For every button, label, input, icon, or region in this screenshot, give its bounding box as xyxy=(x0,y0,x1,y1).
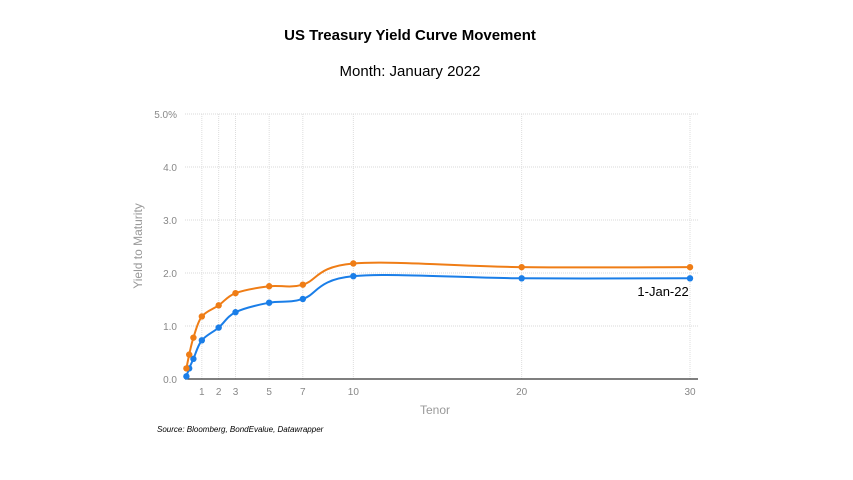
x-tick-label: 3 xyxy=(233,387,239,398)
data-point xyxy=(350,272,357,280)
x-tick-label: 5 xyxy=(266,387,272,398)
y-axis-label: Yield to Maturity xyxy=(131,203,145,289)
y-tick-label: 3.0 xyxy=(163,216,177,227)
x-tick-label: 2 xyxy=(216,387,222,398)
x-axis-label: Tenor xyxy=(420,403,450,417)
data-point xyxy=(265,299,273,306)
x-tick-label: 10 xyxy=(348,387,360,398)
data-point xyxy=(215,324,222,331)
y-tick-label: 0.0 xyxy=(163,375,177,386)
y-tick-labels: 0.0 1.0 2.0 3.0 4.0 5.0% xyxy=(154,110,177,386)
x-tick-label: 1 xyxy=(199,387,205,398)
data-point xyxy=(299,281,307,288)
x-tick-labels: 1 2 3 5 7 10 20 30 xyxy=(199,387,696,398)
chart-title: US Treasury Yield Curve Movement xyxy=(284,27,536,44)
series-annotation-label: 1-Jan-22 xyxy=(637,284,688,299)
data-point xyxy=(518,275,525,282)
data-point xyxy=(686,263,694,271)
x-tick-label: 30 xyxy=(684,387,696,398)
data-point xyxy=(190,334,197,341)
grid-layer xyxy=(185,113,698,380)
annotation-layer: 1-Jan-22 xyxy=(637,284,688,299)
data-point xyxy=(350,260,357,267)
y-tick-label: 4.0 xyxy=(163,163,177,174)
x-tick-label: 7 xyxy=(300,387,306,398)
x-tick-label: 20 xyxy=(516,387,528,398)
data-point xyxy=(232,309,239,316)
data-point xyxy=(232,289,239,297)
data-point xyxy=(265,283,273,290)
source-note: Source: Bloomberg, BondEvalue, Datawrapp… xyxy=(157,425,324,434)
data-point xyxy=(198,337,206,344)
data-point xyxy=(198,313,206,320)
data-point xyxy=(183,373,190,380)
data-point xyxy=(183,365,190,372)
data-point xyxy=(518,263,525,271)
data-point xyxy=(215,302,222,309)
y-tick-label: 5.0% xyxy=(154,110,177,121)
data-point xyxy=(186,351,193,358)
data-point xyxy=(299,295,307,303)
data-point xyxy=(686,275,694,282)
chart-subtitle: Month: January 2022 xyxy=(339,63,481,80)
data-point xyxy=(190,355,197,363)
y-tick-label: 1.0 xyxy=(163,322,177,333)
y-tick-label: 2.0 xyxy=(163,269,177,280)
series-layer xyxy=(183,260,694,380)
